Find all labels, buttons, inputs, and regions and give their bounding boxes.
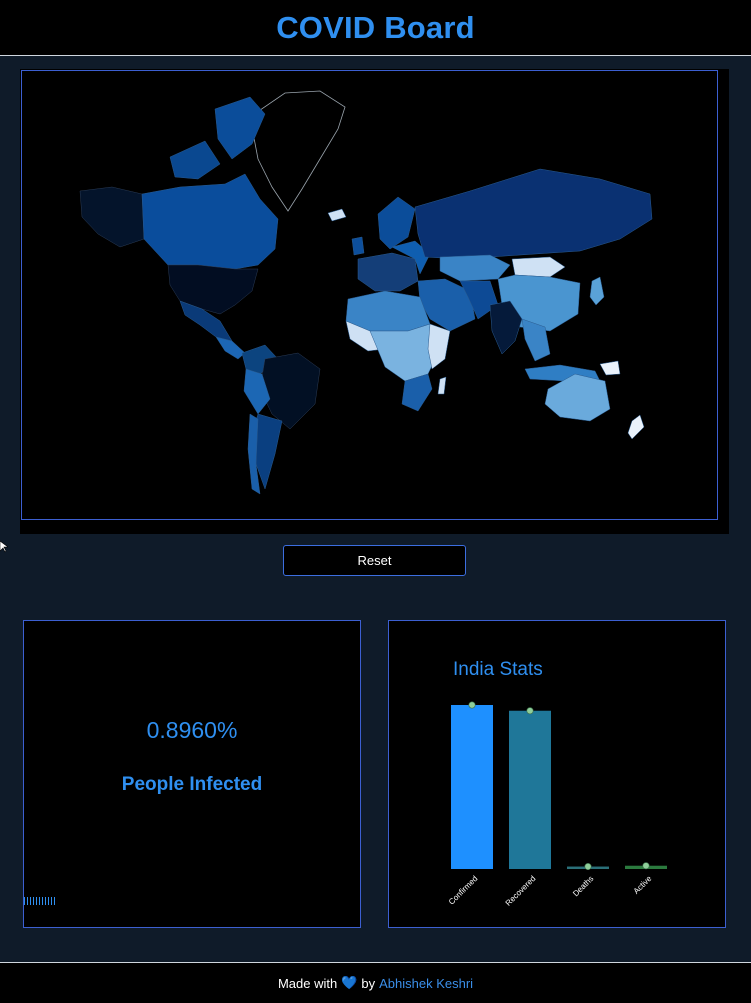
infected-percent: 0.8960% [146,717,238,743]
tick-label-deaths: Deaths [571,874,595,898]
country-uk[interactable] [351,236,365,256]
app-header: COVID Board [0,0,751,56]
point-recovered[interactable] [526,707,534,715]
country-north-africa[interactable] [345,290,431,332]
country-southern-africa[interactable] [401,373,433,412]
india-stats-chart: Confirmed Recovered Deaths Active [447,701,667,908]
tick-label-recovered: Recovered [504,874,538,908]
infection-panel: 0.8960% People Infected [23,620,361,928]
world-map-svg[interactable] [20,69,729,534]
country-kazakhstan[interactable] [439,254,511,282]
country-chile[interactable] [247,413,261,495]
footer: Made with 💙 by Abhishek Keshri [0,962,751,1003]
page-title: COVID Board [276,9,475,45]
country-east-africa[interactable] [427,323,451,370]
country-mongolia[interactable] [511,256,566,278]
country-iran[interactable] [459,280,499,320]
heart-icon: 💙 [341,975,358,990]
country-europe-west[interactable] [357,252,419,292]
author-link[interactable]: Abhishek Keshri [379,975,474,991]
mouse-pointer-icon [0,540,9,558]
ticker-bar [24,897,56,905]
point-confirmed[interactable] [468,701,476,709]
country-russia[interactable] [414,168,653,260]
reset-button[interactable]: Reset [283,545,466,576]
india-stats-panel: India Stats Confirmed Recovered Deaths Acti… [388,620,726,928]
country-canada[interactable] [141,173,279,270]
country-alaska[interactable] [79,186,145,248]
country-scandinavia[interactable] [377,196,416,250]
country-peru[interactable] [243,368,271,415]
map-frame [21,70,718,520]
country-canada-arctic[interactable] [214,96,266,160]
country-southeast-asia[interactable] [521,318,551,362]
chart-title: India Stats [453,659,543,680]
country-canada-islands[interactable] [169,140,221,180]
footer-made-with: Made with [277,975,338,991]
bar-confirmed[interactable] [451,705,493,869]
point-deaths[interactable] [584,863,592,871]
tick-label-active: Active [632,874,654,896]
country-new-zealand[interactable] [627,414,645,440]
infected-label: People Infected [121,774,263,795]
country-europe-east[interactable] [391,240,431,275]
country-greenland[interactable] [249,90,346,212]
country-iceland[interactable] [327,208,347,222]
country-australia[interactable] [544,373,611,422]
tick-label-confirmed: Confirmed [447,874,479,906]
country-japan[interactable] [589,276,605,306]
point-active[interactable] [642,862,650,870]
country-madagascar[interactable] [437,376,447,395]
bar-recovered[interactable] [509,710,551,869]
world-map[interactable] [20,69,729,534]
country-usa[interactable] [167,264,259,315]
country-central-america[interactable] [215,336,246,360]
country-papua[interactable] [599,360,621,376]
footer-by: by [361,975,376,991]
country-india[interactable] [489,300,523,355]
